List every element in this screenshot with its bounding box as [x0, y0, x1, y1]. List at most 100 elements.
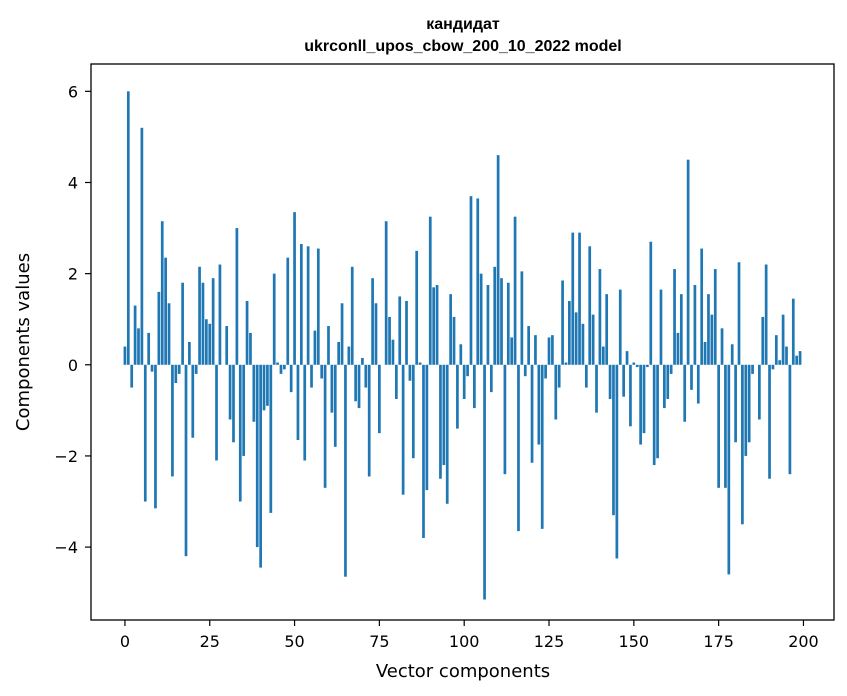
bar-component-121: [534, 335, 537, 365]
x-tick-label: 100: [449, 632, 480, 651]
bar-component-166: [686, 159, 690, 365]
bar-component-123: [540, 364, 544, 529]
chart-subtitle: ukrconll_upos_cbow_200_10_2022 model: [304, 38, 621, 55]
bar-component-48: [286, 257, 290, 365]
bar-component-34: [238, 364, 242, 502]
bar-component-45: [276, 362, 279, 365]
bar-component-28: [218, 264, 222, 365]
bar-component-77: [384, 221, 388, 365]
bar-component-147: [622, 364, 626, 397]
bar-component-89: [425, 364, 429, 491]
bar-component-141: [601, 346, 605, 365]
bar-component-110: [496, 155, 500, 365]
bar-component-26: [211, 278, 215, 365]
bar-component-36: [245, 300, 249, 365]
bar-component-23: [201, 282, 205, 365]
bar-component-19: [188, 342, 191, 365]
bar-component-187: [758, 364, 761, 420]
bar-component-149: [629, 364, 632, 427]
bar-component-174: [713, 269, 717, 365]
bar-component-195: [785, 346, 788, 365]
y-tick-label: 0: [68, 356, 78, 375]
bar-component-78: [388, 316, 391, 365]
bar-component-43: [269, 364, 273, 513]
bar-component-75: [378, 364, 381, 434]
bar-component-12: [164, 257, 167, 365]
bar-component-129: [561, 280, 564, 365]
y-tick-label: −2: [54, 447, 78, 466]
bar-component-4: [137, 328, 140, 365]
bar-component-199: [798, 351, 802, 365]
bar-component-170: [700, 248, 704, 365]
bar-component-181: [737, 262, 741, 365]
bar-component-83: [405, 300, 408, 365]
bar-component-41: [262, 364, 266, 411]
bar-component-163: [676, 332, 680, 365]
bar-component-135: [581, 323, 585, 365]
bar-component-142: [605, 294, 609, 365]
bar-component-27: [215, 364, 218, 461]
bar-component-46: [279, 364, 283, 374]
bar-component-35: [242, 364, 246, 456]
bar-component-165: [683, 364, 687, 422]
bar-component-65: [344, 364, 347, 577]
bar-component-167: [690, 364, 693, 390]
bar-component-122: [537, 364, 541, 445]
bar-component-134: [578, 232, 581, 365]
bar-component-176: [720, 328, 724, 365]
bar-component-44: [272, 273, 276, 365]
bar-component-91: [432, 287, 436, 365]
bar-component-66: [347, 346, 351, 365]
bar-component-64: [340, 303, 344, 365]
bar-component-85: [411, 364, 415, 459]
bar-component-56: [313, 330, 317, 365]
bar-component-51: [296, 364, 300, 440]
bar-component-150: [632, 362, 636, 365]
bar-component-101: [466, 364, 469, 377]
bar-component-136: [584, 364, 588, 388]
bar-component-60: [327, 326, 330, 365]
bar-component-117: [520, 271, 524, 365]
bar-component-81: [398, 296, 402, 365]
bar-component-115: [513, 216, 517, 365]
x-tick-label: 125: [534, 632, 565, 651]
bar-component-172: [707, 294, 710, 365]
bar-component-72: [367, 364, 371, 477]
bar-component-71: [364, 364, 368, 388]
bar-component-84: [408, 364, 412, 381]
bar-component-79: [391, 339, 395, 365]
bar-component-107: [486, 285, 490, 365]
bar-component-116: [517, 364, 520, 532]
bar-component-130: [564, 362, 568, 365]
bar-component-73: [371, 278, 374, 365]
bar-component-100: [462, 364, 466, 399]
bar-component-58: [320, 364, 324, 379]
x-tick-label: 75: [369, 632, 389, 651]
bar-component-90: [428, 216, 432, 365]
bar-component-86: [415, 250, 419, 365]
bar-component-31: [228, 364, 232, 420]
x-axis-label: Vector components: [376, 661, 550, 682]
bar-component-113: [506, 282, 510, 365]
bar-component-197: [791, 298, 795, 365]
bar-component-7: [147, 332, 151, 365]
bar-component-133: [574, 312, 578, 365]
bar-component-22: [198, 266, 201, 365]
bar-component-30: [225, 326, 229, 365]
bar-component-42: [266, 364, 269, 406]
bar-component-57: [316, 248, 320, 365]
bar-component-1: [126, 91, 130, 365]
bar-component-178: [727, 364, 731, 575]
bar-component-109: [493, 266, 497, 365]
bar-component-49: [289, 364, 293, 393]
bar-component-15: [174, 364, 178, 384]
bar-component-155: [649, 241, 653, 365]
bar-component-161: [669, 364, 673, 374]
bar-component-164: [679, 294, 683, 365]
y-tick-label: −4: [54, 538, 78, 557]
bar-component-152: [639, 364, 642, 445]
chart-title: кандидат: [426, 16, 500, 33]
bar-component-137: [588, 246, 592, 365]
bar-component-87: [418, 362, 422, 365]
x-tick-label: 200: [788, 632, 819, 651]
